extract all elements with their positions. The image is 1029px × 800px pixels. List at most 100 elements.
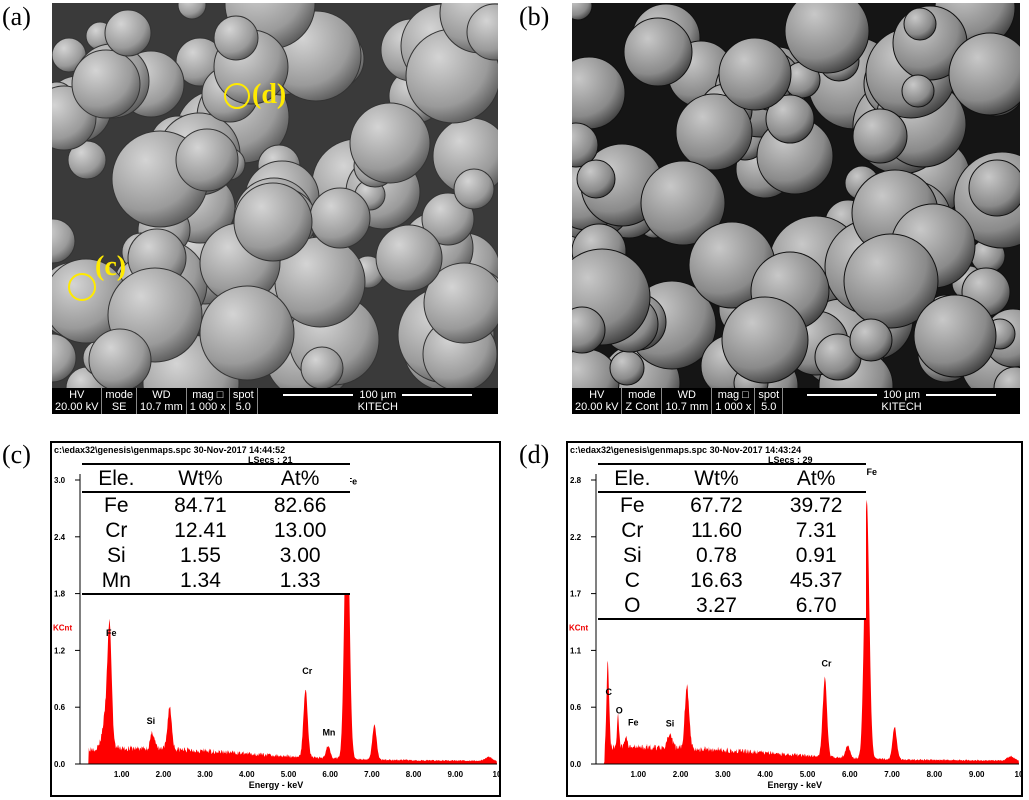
table-cell: 67.72 <box>690 494 743 517</box>
x-tick-label: 1.00 <box>631 770 647 779</box>
powder-particle <box>199 285 295 381</box>
table-cell: 13.00 <box>273 519 327 542</box>
panel-label-b: (b) <box>519 2 550 31</box>
peak-label: Fe <box>867 467 878 477</box>
y-tick-label: 2.4 <box>54 533 66 542</box>
powder-particle <box>675 93 753 171</box>
info-mode: mode SE <box>102 388 137 414</box>
powder-particle <box>784 3 870 74</box>
x-tick-label: 2.00 <box>156 770 172 779</box>
table-row: Si 0.78 0.91 <box>598 543 866 568</box>
live-seconds: LSecs : 29 <box>768 455 813 465</box>
info-label: mode <box>628 389 656 401</box>
y-tick-label: 2.8 <box>570 476 582 485</box>
table-cell: C <box>624 569 640 592</box>
powder-particle <box>71 49 141 119</box>
info-label: HV <box>589 389 605 401</box>
scale-bar: 100 µm <box>807 389 997 401</box>
powder-particle <box>175 128 239 192</box>
table-header: At% <box>766 464 866 493</box>
info-label: mag □ <box>717 389 749 401</box>
table-cell: Cr <box>105 519 128 542</box>
x-tick-label: 6.00 <box>322 770 338 779</box>
peak-label: Mn <box>322 728 335 738</box>
spectrum-header: c:\edax32\genesis\genmaps.spc 30-Nov-201… <box>570 445 802 455</box>
powder-particle <box>88 328 152 389</box>
powder-particle <box>309 187 371 249</box>
marker-c-label: (c) <box>95 251 127 282</box>
powder-particle <box>375 224 443 292</box>
info-org: KITECH <box>357 401 398 413</box>
info-value: 20.00 kV <box>575 401 619 413</box>
powder-particle <box>718 37 792 111</box>
table-cell: 45.37 <box>789 569 843 592</box>
x-tick-label: 9.00 <box>969 770 985 779</box>
table-cell: 1.55 <box>180 544 221 567</box>
x-tick-label: 2.00 <box>673 770 689 779</box>
table-cell: Fe <box>104 494 129 517</box>
table-cell: Mn <box>101 569 131 592</box>
info-label: HV <box>69 389 85 401</box>
info-label: mag □ <box>192 389 224 401</box>
sem-micrograph <box>52 3 498 389</box>
table-header: Wt% <box>150 464 251 493</box>
powder-particle <box>901 74 935 108</box>
y-axis-label: KCnt <box>53 624 72 633</box>
powder-particle <box>572 56 626 130</box>
info-value: 10.7 mm <box>665 401 709 413</box>
marker-d-label: (d) <box>252 79 287 110</box>
x-tick-label: 8.00 <box>406 770 422 779</box>
x-tick-label: 6.00 <box>842 770 858 779</box>
info-scale: 100 µm KITECH <box>783 388 1020 414</box>
table-row: C 16.63 45.37 <box>598 568 866 593</box>
x-tick-label: 4.00 <box>757 770 773 779</box>
marker-c-circle <box>68 273 96 301</box>
y-tick-label: 0.0 <box>570 760 582 769</box>
table-header: Ele. <box>598 464 667 493</box>
powder-particle <box>52 218 76 264</box>
powder-particle <box>968 159 1020 217</box>
powder-particle <box>572 306 606 354</box>
powder-particle <box>423 262 498 344</box>
spectrum-plot: 0.0 0.6 1.1 1.7 2.2 2.8 1.00 2.00 3.00 4.00 5.00 6.… <box>569 467 1021 790</box>
info-hv: HV 20.00 kV <box>52 388 103 414</box>
y-tick-label: 0.6 <box>570 703 582 712</box>
info-label: mode <box>105 389 133 401</box>
powder-particle <box>421 192 475 246</box>
peak-label: C <box>605 687 612 697</box>
powder-particle <box>213 15 259 61</box>
info-label: WD <box>677 389 696 401</box>
table-cell: Si <box>622 544 642 567</box>
powder-particle <box>300 346 344 389</box>
x-axis-label: Energy - keV <box>249 780 304 790</box>
eds-spectrum-d: 0.0 0.6 1.1 1.7 2.2 2.8 1.00 2.00 3.00 4.00 5.00 6.… <box>566 441 1023 797</box>
table-cell: 3.00 <box>279 544 321 567</box>
scale-label: 100 µm <box>359 389 397 401</box>
info-value: 1 000 x <box>715 401 752 413</box>
x-tick-label: 10 <box>1015 770 1021 779</box>
table-cell: 1.33 <box>279 569 321 592</box>
peak-label: Fe <box>628 717 639 727</box>
table-cell: 0.91 <box>795 544 837 567</box>
x-tick-label: 10 <box>493 770 499 779</box>
table-cell: 1.34 <box>180 569 221 592</box>
table-cell: 3.27 <box>696 594 737 617</box>
composition-table: Ele. Wt% At% Fe 67.72 39.72 Cr 11.60 7.31 Si 0.78 0… <box>598 463 866 620</box>
peak-label: Si <box>147 716 156 726</box>
powder-particle <box>765 94 815 144</box>
table-row: Fe 84.71 82.66 <box>82 492 350 518</box>
info-value: 5.0 <box>761 401 777 413</box>
x-tick-label: 4.00 <box>239 770 255 779</box>
peak-label: Fe <box>347 477 358 487</box>
table-row: Mn 1.34 1.33 <box>82 568 350 594</box>
powder-particle <box>623 17 693 87</box>
x-tick-label: 7.00 <box>364 770 380 779</box>
powder-particle <box>466 3 498 61</box>
info-label: spot <box>232 389 254 401</box>
panel-label-c: (c) <box>2 440 31 469</box>
powder-particle <box>67 140 107 180</box>
x-tick-label: 3.00 <box>197 770 213 779</box>
info-value: 5.0 <box>235 401 251 413</box>
panel-label-a: (a) <box>2 2 31 31</box>
table-cell: Si <box>106 544 126 567</box>
